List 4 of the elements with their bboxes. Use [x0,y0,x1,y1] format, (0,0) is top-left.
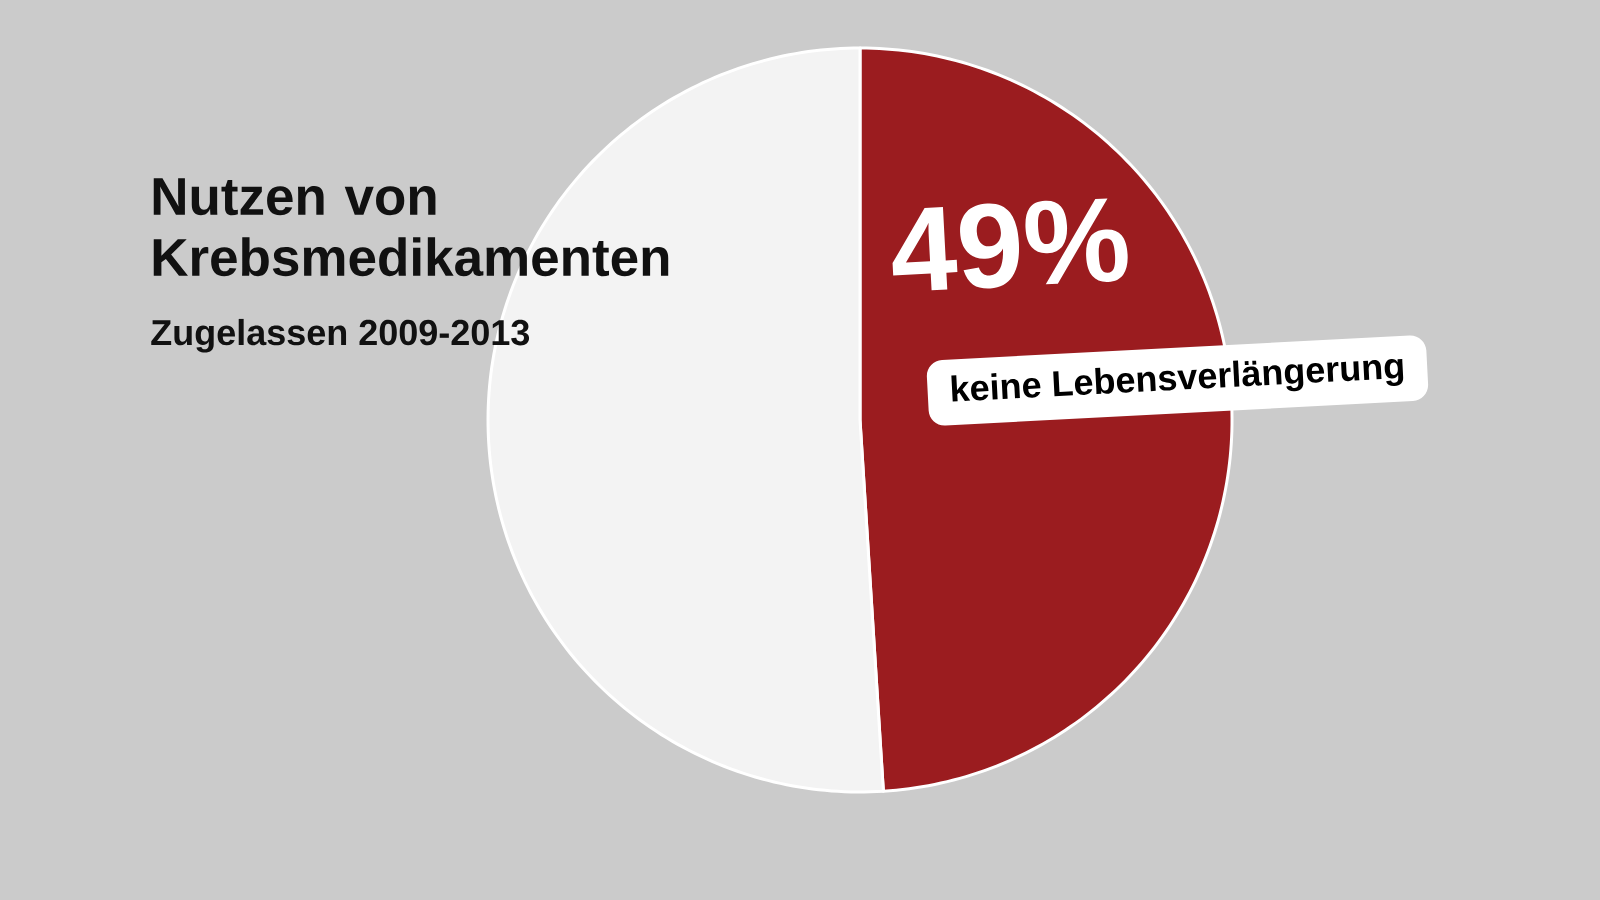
text: Nutzen von Krebsmedikamenten [153,178,669,277]
slice-label: keine Lebensverlängerung [951,358,1404,402]
text: Zugelassen 2009-2013 [151,318,530,353]
data-label: 49% [892,198,1128,291]
